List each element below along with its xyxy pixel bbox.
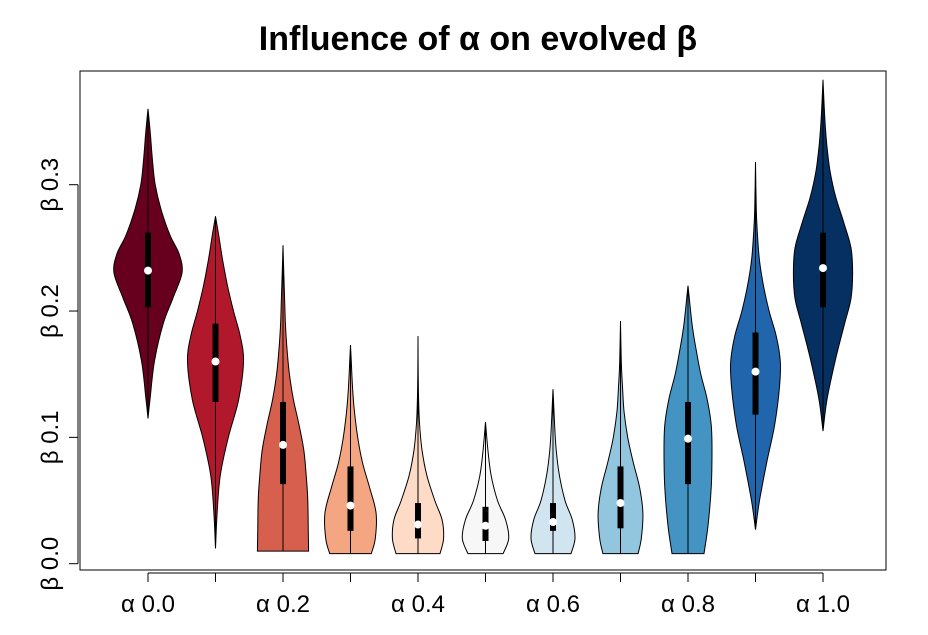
violin-alpha-0.1: [186, 216, 245, 549]
violin-median-point: [414, 520, 422, 529]
violin-median-point: [279, 440, 287, 449]
violin-median-point: [549, 517, 557, 526]
violin-median-point: [211, 357, 220, 366]
violin-alpha-0.2: [256, 245, 310, 552]
violin-alpha-0.6: [530, 389, 576, 555]
violin-alpha-1: [792, 79, 854, 432]
y-tick-label: β 0.3: [37, 158, 64, 212]
y-tick-label: β 0.0: [37, 537, 64, 591]
violin-alpha-0.4: [391, 336, 445, 555]
x-axis: α 0.0 α 0.2 α 0.4 α 0.6 α 0.8 α 1.0: [121, 572, 850, 618]
chart-title: Influence of α on evolved β: [259, 20, 697, 58]
x-tick-label: α 0.0: [121, 591, 175, 618]
y-tick-label: β 0.1: [37, 410, 64, 464]
violin-iqr-box: [550, 503, 556, 531]
violin-alpha-0.7: [597, 321, 644, 555]
violin-alpha-0.5: [461, 422, 510, 555]
violin-alpha-0.9: [729, 161, 782, 530]
violin-group: [113, 79, 854, 555]
y-tick-label: β 0.2: [37, 284, 64, 338]
violin-median-point: [684, 434, 692, 443]
violin-median-point: [819, 264, 827, 273]
x-tick-label: α 0.2: [256, 591, 310, 618]
violin-iqr-box: [617, 466, 624, 529]
x-tick-label: α 0.8: [661, 591, 715, 618]
x-tick-label: α 0.6: [526, 591, 580, 618]
violin-alpha-0.8: [663, 285, 713, 555]
y-axis: β 0.0 β 0.1 β 0.2 β 0.3: [37, 158, 79, 591]
violin-median-point: [346, 501, 355, 510]
violin-median-point: [751, 367, 760, 376]
x-tick-label: α 0.4: [391, 591, 445, 618]
violin-iqr-box: [347, 466, 354, 531]
x-tick-label: α 1.0: [796, 591, 850, 618]
violin-iqr-box: [685, 401, 691, 485]
violin-median-point: [616, 499, 625, 508]
plot-frame: [79, 70, 887, 571]
violin-alpha-0: [113, 108, 183, 419]
violin-alpha-0.3: [324, 345, 377, 555]
violin-median-point: [144, 266, 152, 275]
violin-median-point: [481, 521, 490, 530]
